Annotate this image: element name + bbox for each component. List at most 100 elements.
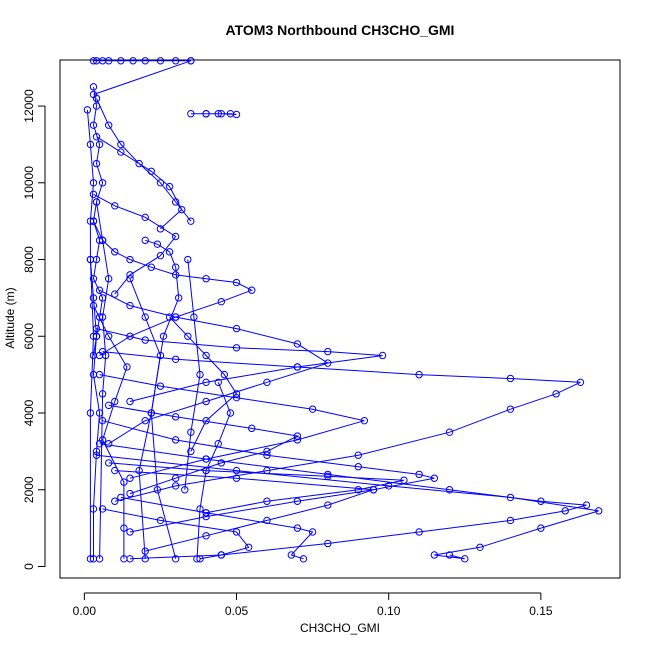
series	[193, 378, 235, 563]
data-point	[214, 110, 222, 118]
data-point	[89, 83, 98, 91]
data-point	[196, 555, 204, 563]
data-point	[187, 447, 195, 456]
data-point	[287, 551, 296, 559]
data-point	[354, 486, 362, 494]
data-point	[415, 528, 423, 536]
data-point	[89, 275, 98, 283]
data-point	[430, 551, 439, 559]
data-point	[293, 497, 302, 505]
data-point	[153, 486, 162, 494]
data-point	[244, 543, 253, 552]
data-point	[104, 275, 113, 283]
data-point	[95, 140, 104, 149]
data-point	[217, 298, 226, 306]
data-point	[181, 486, 189, 494]
data-point	[156, 382, 165, 390]
data-point	[187, 110, 195, 118]
series-line	[96, 454, 599, 560]
data-point	[120, 555, 128, 563]
data-point	[293, 432, 302, 440]
data-point	[217, 459, 226, 467]
data-point	[217, 551, 226, 559]
data-point	[95, 555, 104, 563]
data-point	[141, 336, 149, 344]
data-point	[111, 397, 119, 406]
series	[89, 190, 180, 298]
data-point	[171, 232, 180, 241]
data-point	[430, 474, 439, 482]
data-point	[184, 332, 192, 340]
data-point	[248, 424, 256, 433]
y-tick-label: 4000	[22, 399, 36, 426]
data-point	[126, 528, 134, 536]
data-point	[86, 140, 95, 149]
series	[95, 440, 591, 563]
series	[92, 451, 603, 563]
data-point	[156, 225, 165, 233]
data-point	[156, 57, 165, 65]
data-point	[232, 528, 241, 536]
series-line	[145, 239, 180, 559]
data-point	[217, 110, 226, 118]
data-point	[104, 401, 113, 410]
y-tick-label: 10000	[22, 166, 36, 200]
data-point	[86, 555, 95, 563]
data-point	[141, 236, 149, 245]
data-point	[594, 507, 603, 515]
series-layer	[83, 57, 603, 563]
chart-title: ATOM3 Northbound CH3CHO_GMI	[226, 22, 455, 38]
data-point	[104, 121, 113, 129]
x-tick-label: 0.00	[73, 604, 97, 618]
series-line	[99, 443, 587, 560]
data-point	[171, 436, 180, 444]
series	[117, 493, 317, 563]
data-point	[174, 294, 183, 302]
y-tick-label: 0	[22, 563, 36, 570]
data-point	[89, 57, 98, 65]
y-tick-label: 12000	[22, 89, 36, 123]
data-point	[232, 474, 241, 482]
data-point	[165, 313, 174, 321]
series-line	[184, 259, 201, 490]
data-point	[89, 190, 98, 198]
data-point	[445, 551, 454, 559]
data-point	[95, 409, 104, 417]
data-point	[165, 248, 174, 256]
data-point	[126, 474, 134, 482]
data-point	[202, 512, 210, 521]
series-line	[129, 278, 161, 559]
data-point	[165, 182, 174, 191]
x-tick-label: 0.10	[377, 604, 401, 618]
y-axis-label: Altitude (m)	[3, 287, 17, 348]
data-point	[354, 451, 362, 459]
series-line	[96, 201, 110, 559]
data-point	[202, 275, 210, 283]
y-tick-label: 2000	[22, 476, 36, 503]
data-point	[120, 524, 128, 532]
data-point	[126, 275, 134, 283]
data-point	[171, 263, 180, 271]
data-point	[184, 255, 192, 264]
data-point	[232, 344, 241, 352]
series-line	[96, 136, 183, 230]
data-point	[354, 463, 362, 471]
series-line	[102, 420, 435, 533]
data-point	[187, 428, 195, 436]
data-point	[141, 416, 149, 425]
data-point	[147, 167, 156, 175]
y-tick-label: 8000	[22, 246, 36, 273]
data-point	[178, 205, 186, 214]
series	[89, 217, 256, 360]
data-point	[202, 509, 210, 517]
x-axis: 0.00 0.05 0.10 0.15	[73, 592, 553, 618]
data-point	[92, 94, 101, 103]
data-point	[126, 489, 134, 498]
data-point	[190, 313, 198, 321]
data-point	[445, 486, 454, 494]
series	[104, 459, 408, 517]
series	[141, 236, 183, 563]
data-point	[202, 351, 210, 360]
data-point	[141, 213, 149, 222]
series-line	[169, 316, 238, 452]
